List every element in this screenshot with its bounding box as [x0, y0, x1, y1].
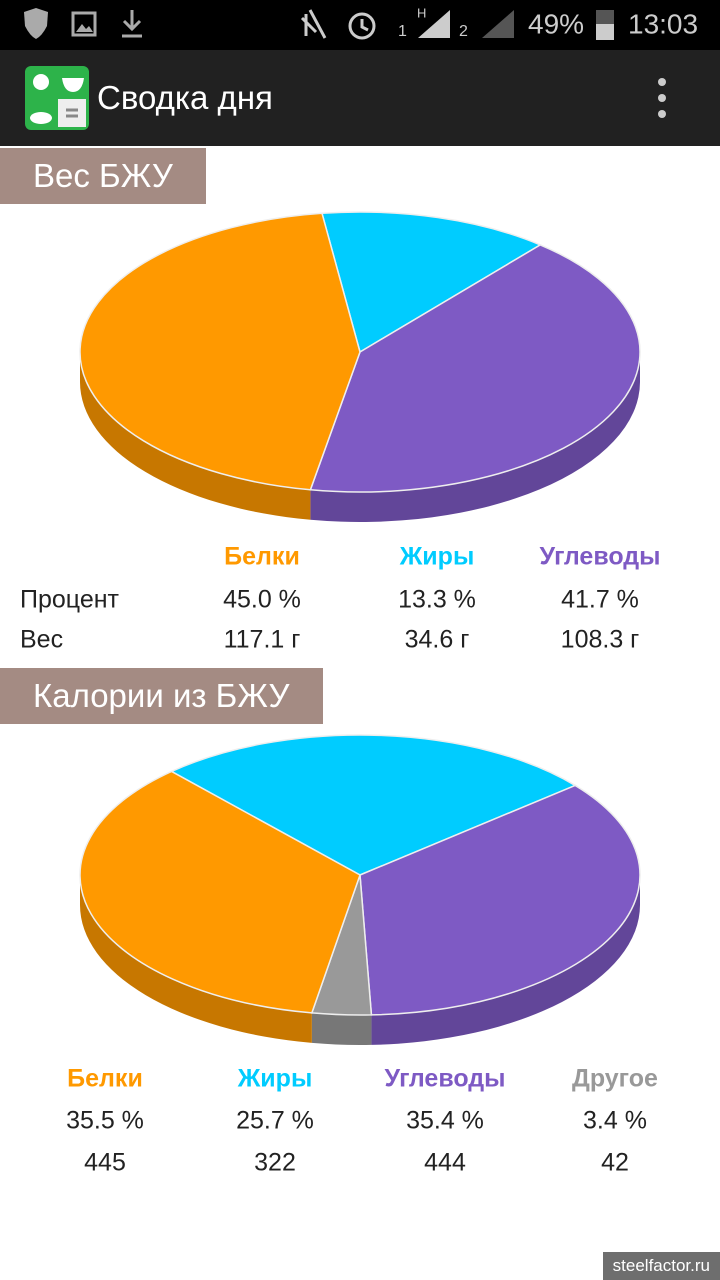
- clock: 13:03: [628, 8, 698, 39]
- percent-label: 25.7 %: [236, 1107, 314, 1135]
- pie-side: [371, 875, 640, 1045]
- row-label: Процент: [20, 586, 120, 614]
- status-bar: 1 H 2 49% 13:03: [0, 0, 720, 50]
- app-bar-icons: [25, 66, 666, 130]
- pie-slice: [79, 212, 361, 491]
- app-icon-cell: [58, 99, 86, 127]
- percent-label: 35.4 %: [406, 1107, 484, 1135]
- signal-2: [482, 10, 514, 38]
- pie-side: [79, 352, 311, 520]
- percent-label: 35.5 %: [66, 1107, 144, 1135]
- signal-1: [418, 10, 450, 38]
- shield-icon: [24, 8, 48, 39]
- battery-level: [596, 24, 614, 40]
- section-header: Калории из БЖУ: [0, 668, 323, 724]
- legend-label: Другое: [572, 1065, 658, 1093]
- sim1-label: 1: [398, 23, 407, 40]
- percent-label: 45.0 %: [223, 586, 301, 614]
- calories-label: 42: [601, 1149, 629, 1177]
- app-icon-bowl: [62, 78, 84, 92]
- pie-slice: [310, 874, 373, 1016]
- alarm-icon: [348, 12, 376, 40]
- calories-label: 322: [254, 1149, 296, 1177]
- app-icon-apple: [33, 74, 49, 90]
- pie-side: [310, 352, 640, 523]
- row-label: Вес: [20, 626, 63, 654]
- network-type: H: [417, 5, 426, 20]
- pie-side: [79, 875, 312, 1043]
- weights-label: 34.6 г: [405, 626, 470, 654]
- status-icons: 1 H 2 49% 13:03: [24, 5, 698, 40]
- app-bar: [0, 50, 720, 146]
- sim2-label: 2: [459, 23, 468, 40]
- percent-label: 13.3 %: [398, 586, 476, 614]
- pie-slice: [359, 784, 641, 1016]
- pie-slice: [309, 244, 641, 493]
- legend-label: Жиры: [399, 543, 475, 571]
- pie-slice: [321, 211, 542, 354]
- app-icon-equals: [66, 108, 78, 118]
- legend-label: Жиры: [237, 1065, 313, 1093]
- app-title: Сводка дня: [97, 79, 273, 116]
- download-icon: [122, 10, 142, 38]
- calories-label: 444: [424, 1149, 466, 1177]
- calories-label: 445: [84, 1149, 126, 1177]
- legend-label: Белки: [224, 543, 300, 571]
- app-icon-dish: [30, 112, 52, 124]
- menu-dot[interactable]: [658, 110, 666, 118]
- percent-label: 41.7 %: [561, 586, 639, 614]
- percent-label: 3.4 %: [583, 1107, 647, 1135]
- image-icon-inner: [76, 24, 93, 32]
- pie-side: [311, 1012, 372, 1045]
- legend-label: Углеводы: [384, 1065, 505, 1093]
- pie-slice: [169, 734, 577, 876]
- mute-icon: [300, 9, 327, 39]
- menu-dot[interactable]: [658, 78, 666, 86]
- battery-percent: 49%: [528, 8, 584, 39]
- image-icon: [71, 11, 97, 37]
- section-header: Вес БЖУ: [0, 148, 206, 204]
- pie-slice: [79, 770, 361, 1014]
- legend-label: Углеводы: [539, 543, 660, 571]
- weights-label: 108.3 г: [561, 626, 640, 654]
- legend-label: Белки: [67, 1065, 143, 1093]
- alarm-hands: [360, 19, 369, 32]
- menu-dot[interactable]: [658, 94, 666, 102]
- weights-label: 117.1 г: [224, 626, 301, 654]
- watermark: steelfactor.ru: [602, 1252, 720, 1280]
